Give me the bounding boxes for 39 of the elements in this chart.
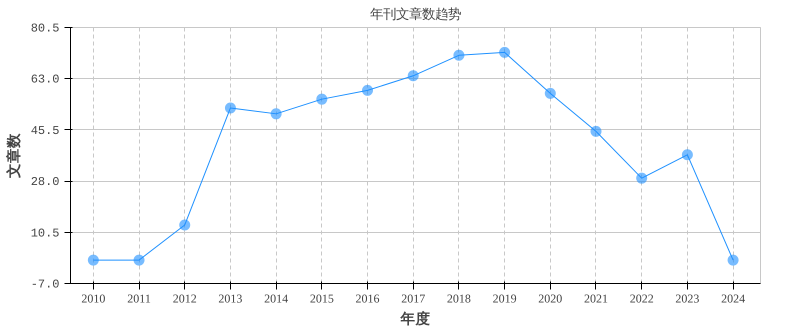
y-tick-label: 28.0 bbox=[30, 175, 60, 190]
y-tick-label: 45.5 bbox=[30, 124, 60, 138]
point bbox=[224, 102, 236, 114]
x-tick-label: 2022 bbox=[630, 292, 654, 306]
point bbox=[590, 126, 602, 137]
point bbox=[408, 70, 419, 82]
point bbox=[362, 84, 374, 96]
point bbox=[636, 172, 648, 184]
x-tick-label: 2014 bbox=[264, 292, 288, 306]
x-tick-label: 2015 bbox=[310, 292, 334, 306]
point bbox=[544, 88, 556, 99]
x-tick-label: 2016 bbox=[356, 292, 380, 306]
x-tick-label: 2018 bbox=[446, 292, 471, 306]
y-tick-label: 10.5 bbox=[30, 226, 60, 240]
point bbox=[316, 94, 328, 105]
point bbox=[179, 219, 190, 230]
point bbox=[270, 108, 282, 120]
x-tick-label: 2012 bbox=[172, 292, 197, 306]
point bbox=[453, 50, 464, 61]
point bbox=[728, 254, 739, 266]
x-tick-label: 2011 bbox=[127, 292, 151, 306]
y-tick-label: 80.5 bbox=[30, 22, 60, 36]
x-tick-label: 2013 bbox=[218, 292, 242, 306]
x-axis-title: 年度 bbox=[400, 310, 430, 328]
point bbox=[499, 46, 510, 58]
x-tick-label: 2024 bbox=[721, 292, 746, 306]
chart-title: 年刊文章数趋势 bbox=[370, 8, 461, 22]
y-tick-label: 63.0 bbox=[30, 72, 60, 87]
x-tick-label: 2010 bbox=[81, 292, 106, 306]
x-tick-label: 2019 bbox=[492, 292, 517, 306]
point bbox=[134, 254, 145, 266]
point bbox=[88, 254, 99, 266]
x-tick-label: 2017 bbox=[401, 292, 426, 306]
y-tick-label: -7.0 bbox=[30, 278, 60, 292]
y-axis-title: 文章数 bbox=[4, 132, 23, 179]
x-tick-label: 2023 bbox=[675, 292, 700, 306]
point bbox=[682, 149, 693, 160]
x-tick-label: 2021 bbox=[584, 292, 608, 306]
x-tick-label: 2020 bbox=[538, 292, 562, 306]
